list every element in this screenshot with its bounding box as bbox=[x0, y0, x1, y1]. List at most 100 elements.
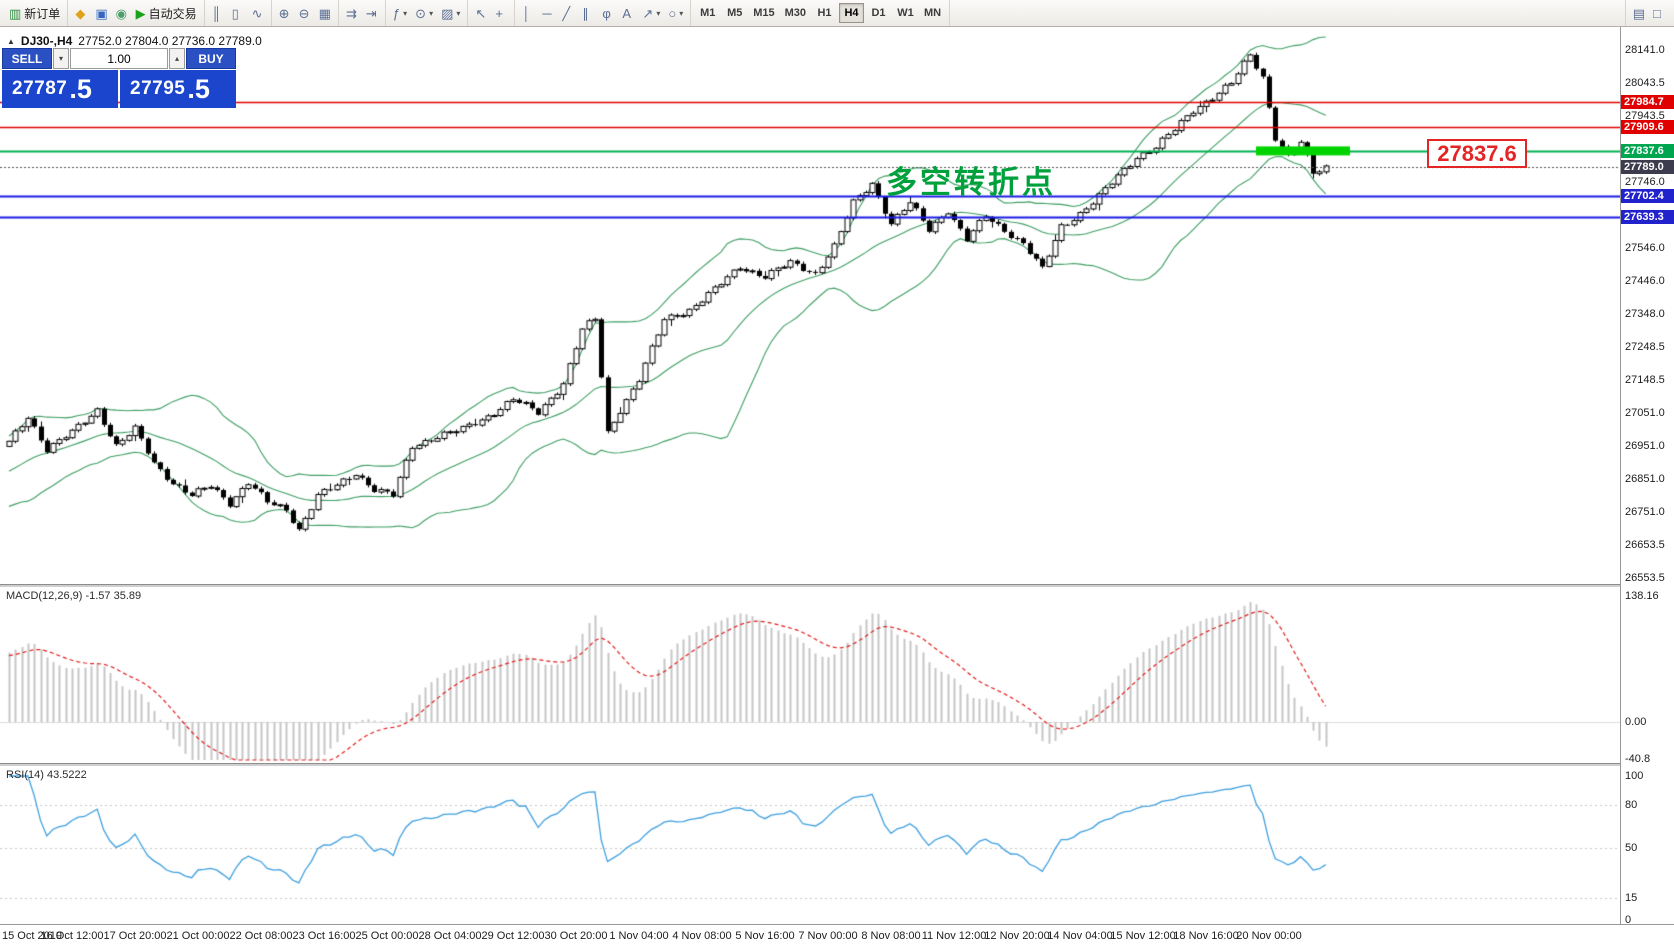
chevron-down-icon: ▾ bbox=[429, 8, 434, 18]
time-axis-label: 22 Oct 08:00 bbox=[229, 930, 293, 942]
expand-button[interactable]: □ bbox=[1649, 2, 1669, 24]
price-scale-label: 27348.0 bbox=[1625, 308, 1665, 320]
price-tag: 27909.6 bbox=[1621, 119, 1674, 134]
fibonacci-icon: φ bbox=[602, 5, 611, 21]
lot-increase-button[interactable]: ▴ bbox=[169, 48, 185, 69]
new-order-label: 新订单 bbox=[24, 6, 61, 21]
strategy-tester-icon: ◉ bbox=[115, 5, 127, 21]
price-scale-label: 27248.5 bbox=[1625, 341, 1665, 353]
price-tag: 27639.3 bbox=[1621, 209, 1674, 224]
time-axis[interactable]: 15 Oct 2019 16 Oct 12:00 17 Oct 20:00 21 Oc… bbox=[0, 924, 1674, 949]
arrows-button[interactable]: ↗ ▾ bbox=[638, 2, 664, 24]
terminal-icon: ▣ bbox=[95, 5, 108, 21]
tile-windows-button[interactable]: ▦ bbox=[315, 2, 335, 24]
chart-bars-button[interactable]: ║ bbox=[208, 2, 228, 24]
macd-label: MACD(12,26,9) -1.57 35.89 bbox=[6, 590, 142, 602]
fibonacci-button[interactable]: φ bbox=[598, 2, 618, 24]
new-order-button[interactable]: ▥ 新订单 bbox=[5, 2, 64, 24]
templates-button[interactable]: ▨ ▾ bbox=[437, 2, 464, 24]
timeframe-h4-button[interactable]: H4 bbox=[839, 3, 865, 23]
time-axis-label: 18 Nov 16:00 bbox=[1173, 930, 1239, 942]
periods-icon: ⊙ bbox=[415, 5, 427, 21]
chevron-down-icon: ▾ bbox=[403, 8, 408, 18]
horizontal-line-icon: ─ bbox=[542, 5, 552, 21]
timeframe-w1-button[interactable]: W1 bbox=[893, 3, 918, 23]
sell-price-button[interactable]: 27787 .5 bbox=[2, 70, 118, 108]
price-scale[interactable]: 28141.028043.527943.527846.027746.027646… bbox=[1620, 27, 1674, 926]
buy-price-button[interactable]: 27795 .5 bbox=[120, 70, 236, 108]
horizontal-line-button[interactable]: ─ bbox=[538, 2, 558, 24]
timeframe-mn-button[interactable]: MN bbox=[920, 3, 945, 23]
shapes-button[interactable]: ○ ▾ bbox=[664, 2, 687, 24]
panel-splitter[interactable] bbox=[0, 584, 1674, 587]
chart-candles-button[interactable]: ▯ bbox=[228, 2, 248, 24]
zoom-out-button[interactable]: ⊖ bbox=[295, 2, 315, 24]
trade-panel-prices: 27787 .5 27795 .5 bbox=[2, 70, 238, 108]
autotrade-button[interactable]: ▶ 自动交易 bbox=[132, 2, 201, 24]
periods-button[interactable]: ⊙ ▾ bbox=[411, 2, 437, 24]
time-axis-label: 29 Oct 12:00 bbox=[481, 930, 545, 942]
macd-indicator-canvas[interactable] bbox=[0, 587, 1620, 763]
buy-button[interactable]: BUY bbox=[186, 48, 236, 69]
vertical-line-button[interactable]: │ bbox=[518, 2, 538, 24]
templates-icon: ▨ bbox=[441, 5, 454, 21]
chart-shift-button[interactable]: ⇥ bbox=[362, 2, 382, 24]
chart-bars-icon: ║ bbox=[211, 5, 221, 21]
time-axis-label: 12 Nov 20:00 bbox=[984, 930, 1050, 942]
macd-scale-label: 0.00 bbox=[1625, 716, 1647, 728]
chart-line-icon: ∿ bbox=[251, 5, 263, 21]
indicators-button[interactable]: ƒ ▾ bbox=[389, 2, 411, 24]
turning-point-annotation: 多空转折点 bbox=[886, 165, 1056, 200]
text-button[interactable]: A bbox=[618, 2, 638, 24]
new-chart-button[interactable]: ▤ bbox=[1629, 2, 1649, 24]
price-tag: 27702.4 bbox=[1621, 188, 1674, 203]
lot-size-input[interactable] bbox=[70, 48, 168, 69]
time-axis-label: 8 Nov 08:00 bbox=[861, 930, 921, 942]
rsi-scale-label: 50 bbox=[1625, 842, 1638, 854]
sell-button[interactable]: SELL bbox=[2, 48, 52, 69]
chart-line-button[interactable]: ∿ bbox=[248, 2, 268, 24]
toolbar-group: ƒ ▾ ⊙ ▾ ▨ ▾ bbox=[386, 0, 469, 26]
timeframe-m5-button[interactable]: M5 bbox=[722, 3, 747, 23]
price-scale-label: 28043.5 bbox=[1625, 77, 1665, 89]
toolbar-group: ║ ▯ ∿ bbox=[205, 0, 272, 26]
toolbar-right-group: ▤ □ bbox=[1624, 0, 1672, 26]
channel-button[interactable]: ∥ bbox=[578, 2, 598, 24]
toolbar-groups: ▥ 新订单 ◆ ▣ ◉ ▶ 自动交易 ║ ▯ ∿ ⊕ ⊖ ▦ ⇉ ⇥ ƒ ▾ ⊙ ▾ ▨ ▾ ↖ + │ ─ ╱ ∥ φ A ↗ ▾ ○ ▾ M1… bbox=[2, 0, 1672, 26]
timeframe-d1-button[interactable]: D1 bbox=[866, 3, 891, 23]
chevron-down-icon: ▾ bbox=[58, 54, 63, 63]
panel-splitter[interactable] bbox=[0, 763, 1674, 766]
price-scale-label: 27148.5 bbox=[1625, 374, 1665, 386]
toolbar: ▥ 新订单 ◆ ▣ ◉ ▶ 自动交易 ║ ▯ ∿ ⊕ ⊖ ▦ ⇉ ⇥ ƒ ▾ ⊙ ▾ ▨ ▾ ↖ + │ ─ ╱ ∥ φ A ↗ ▾ ○ ▾ M1… bbox=[0, 0, 1674, 27]
tile-windows-icon: ▦ bbox=[318, 5, 331, 21]
crosshair-button[interactable]: + bbox=[491, 2, 511, 24]
cursor-icon: ↖ bbox=[475, 5, 487, 21]
strategy-tester-button[interactable]: ◉ bbox=[112, 2, 132, 24]
timeframe-m15-button[interactable]: M15 bbox=[749, 3, 778, 23]
time-axis-label: 23 Oct 16:00 bbox=[292, 930, 356, 942]
symbol-period-label: DJ30-,H4 bbox=[20, 34, 73, 48]
time-axis-label: 7 Nov 00:00 bbox=[798, 930, 858, 942]
price-scale-label: 27943.5 bbox=[1625, 110, 1665, 122]
rsi-indicator-canvas[interactable] bbox=[0, 766, 1620, 924]
price-scale-label: 26751.0 bbox=[1625, 506, 1665, 518]
time-axis-label: 25 Oct 00:00 bbox=[355, 930, 419, 942]
terminal-button[interactable]: ▣ bbox=[91, 2, 111, 24]
zoom-in-button[interactable]: ⊕ bbox=[275, 2, 295, 24]
timeframe-h1-button[interactable]: H1 bbox=[812, 3, 837, 23]
time-axis-label: 15 Nov 12:00 bbox=[1110, 930, 1176, 942]
timeframe-m1-button[interactable]: M1 bbox=[695, 3, 720, 23]
one-click-trading-panel: SELL ▾ ▴ BUY 27787 .5 27795 .5 bbox=[2, 48, 238, 108]
indicators-icon: ƒ bbox=[392, 5, 401, 21]
auto-scroll-button[interactable]: ⇉ bbox=[342, 2, 362, 24]
new-order-icon: ▥ bbox=[9, 5, 22, 21]
lot-dropdown-button[interactable]: ▾ bbox=[53, 48, 69, 69]
symbol-info: ▲ DJ30-,H4 27752.0 27804.0 27736.0 27789… bbox=[7, 34, 262, 48]
timeframe-m30-button[interactable]: M30 bbox=[781, 3, 810, 23]
trendline-button[interactable]: ╱ bbox=[558, 2, 578, 24]
new-chart-icon: ▤ bbox=[1632, 5, 1645, 21]
cursor-button[interactable]: ↖ bbox=[471, 2, 491, 24]
metaeditor-button[interactable]: ◆ bbox=[71, 2, 91, 24]
price-chart-canvas[interactable] bbox=[0, 27, 1620, 584]
